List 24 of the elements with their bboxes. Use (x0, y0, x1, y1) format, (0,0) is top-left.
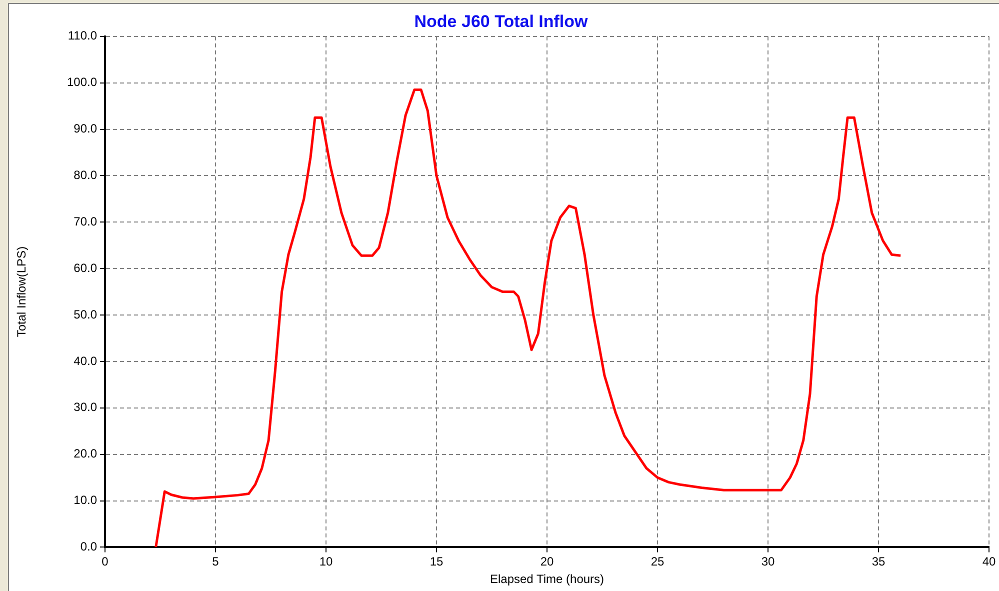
y-tick-label: 60.0 (74, 260, 98, 275)
y-tick-label: 30.0 (74, 400, 98, 414)
y-tick-label: 0.0 (80, 540, 98, 554)
y-axis-title: Total Inflow(LPS) (14, 246, 29, 338)
y-tick-label: 40.0 (74, 354, 98, 368)
y-tick-label: 100.0 (66, 75, 98, 90)
y-tick-label: 70.0 (74, 214, 98, 228)
x-tick-label: 0 (102, 554, 109, 569)
x-axis-title: Elapsed Time (hours) (490, 572, 604, 586)
x-tick-label: 25 (650, 554, 664, 569)
y-tick-label: 20.0 (74, 446, 98, 461)
x-tick-label: 40 (982, 554, 996, 569)
x-tick-label: 5 (212, 554, 220, 569)
x-tick-label: 15 (430, 554, 444, 569)
y-tick-label: 110.0 (68, 28, 98, 43)
x-tick-label: 30 (761, 554, 775, 569)
chart-title: Node J60 Total Inflow (414, 12, 589, 31)
x-tick-label: 20 (540, 554, 554, 569)
x-tick-label: 35 (872, 554, 886, 569)
y-tick-label: 10.0 (74, 493, 98, 508)
y-tick-label: 90.0 (74, 122, 98, 136)
y-tick-label: 50.0 (74, 307, 98, 322)
x-tick-label: 10 (319, 554, 333, 569)
y-tick-label: 80.0 (74, 168, 98, 182)
